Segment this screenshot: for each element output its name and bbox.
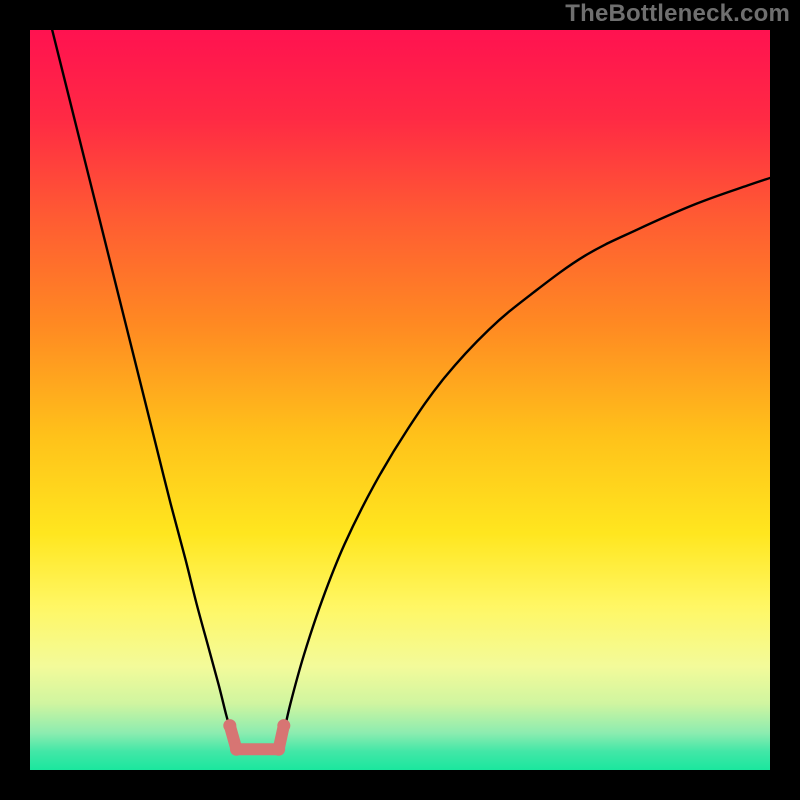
marker-dot-1 [230,743,243,756]
curve-left-branch [52,30,236,746]
marker-dot-3 [277,719,290,732]
chart-svg [0,0,800,800]
watermark-text: TheBottleneck.com [565,0,790,28]
chart-stage: TheBottleneck.com [0,0,800,800]
curve-right-branch [281,178,770,746]
marker-dot-2 [272,743,285,756]
marker-dot-0 [223,719,236,732]
